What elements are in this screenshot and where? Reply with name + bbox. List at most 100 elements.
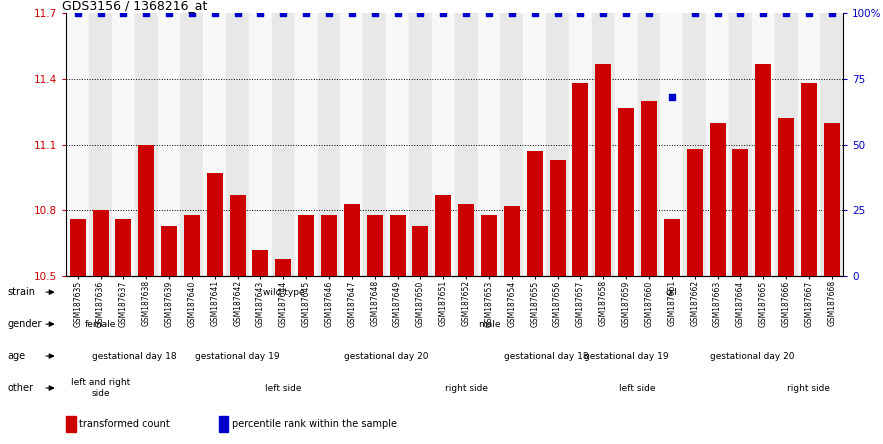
- Bar: [778, 119, 794, 276]
- Text: gestational day 19: gestational day 19: [195, 352, 280, 361]
- Bar: [298, 215, 314, 276]
- Bar: [504, 206, 520, 276]
- Bar: [386, 13, 409, 276]
- Point: [436, 10, 450, 17]
- Bar: [478, 13, 501, 276]
- Text: left side: left side: [619, 384, 656, 392]
- Bar: [801, 83, 817, 276]
- Text: strain: strain: [7, 287, 35, 297]
- Point: [185, 10, 199, 17]
- Bar: [412, 226, 428, 276]
- Bar: [139, 145, 155, 276]
- Point: [711, 10, 725, 17]
- Bar: [710, 123, 726, 276]
- Bar: [275, 259, 291, 276]
- Bar: [569, 13, 592, 276]
- Bar: [572, 83, 588, 276]
- Point: [642, 10, 656, 17]
- Bar: [732, 149, 749, 276]
- Bar: [820, 13, 843, 276]
- Bar: [158, 13, 180, 276]
- Bar: [706, 13, 729, 276]
- Point: [802, 10, 816, 17]
- Bar: [592, 13, 615, 276]
- Point: [459, 10, 473, 17]
- Point: [299, 10, 313, 17]
- Text: orl: orl: [666, 288, 678, 297]
- Point: [162, 10, 176, 17]
- Text: gestational day 18: gestational day 18: [504, 352, 588, 361]
- Point: [756, 10, 770, 17]
- Point: [322, 10, 336, 17]
- Point: [276, 10, 291, 17]
- Text: male: male: [478, 320, 501, 329]
- Bar: [207, 173, 223, 276]
- Point: [550, 10, 564, 17]
- Point: [140, 10, 154, 17]
- Point: [71, 10, 85, 17]
- Text: female: female: [85, 320, 117, 329]
- Text: gestational day 20: gestational day 20: [344, 352, 428, 361]
- Bar: [161, 226, 177, 276]
- Bar: [615, 13, 638, 276]
- Text: left and right
side: left and right side: [71, 378, 130, 398]
- Text: gestational day 19: gestational day 19: [584, 352, 668, 361]
- Text: left side: left side: [265, 384, 302, 392]
- Bar: [116, 219, 132, 276]
- Point: [413, 10, 427, 17]
- Bar: [660, 13, 683, 276]
- Bar: [549, 160, 566, 276]
- Bar: [755, 63, 771, 276]
- Bar: [664, 219, 680, 276]
- Point: [779, 10, 793, 17]
- Point: [94, 10, 108, 17]
- Point: [390, 10, 404, 17]
- Text: wild type: wild type: [262, 288, 304, 297]
- Bar: [249, 13, 272, 276]
- Point: [253, 10, 268, 17]
- Bar: [66, 13, 89, 276]
- Bar: [774, 13, 797, 276]
- Point: [117, 10, 131, 17]
- Bar: [135, 13, 158, 276]
- Point: [573, 10, 587, 17]
- Bar: [218, 416, 229, 432]
- Point: [528, 10, 542, 17]
- Bar: [363, 13, 386, 276]
- Point: [596, 10, 610, 17]
- Text: right side: right side: [445, 384, 487, 392]
- Bar: [230, 195, 245, 276]
- Bar: [226, 13, 249, 276]
- Bar: [89, 13, 112, 276]
- Bar: [481, 215, 497, 276]
- Bar: [343, 204, 360, 276]
- Point: [619, 10, 633, 17]
- Bar: [595, 63, 611, 276]
- Text: age: age: [7, 351, 26, 361]
- Bar: [547, 13, 569, 276]
- Point: [505, 10, 519, 17]
- Bar: [618, 107, 634, 276]
- Bar: [112, 13, 135, 276]
- Text: percentile rank within the sample: percentile rank within the sample: [231, 419, 396, 429]
- Text: gender: gender: [7, 319, 42, 329]
- Bar: [638, 13, 660, 276]
- Bar: [455, 13, 478, 276]
- Bar: [435, 195, 451, 276]
- Point: [482, 10, 496, 17]
- Bar: [389, 215, 405, 276]
- Bar: [641, 101, 657, 276]
- Bar: [524, 13, 547, 276]
- Point: [825, 10, 839, 17]
- Bar: [321, 215, 337, 276]
- Bar: [180, 13, 203, 276]
- Text: right side: right side: [788, 384, 831, 392]
- Bar: [797, 13, 820, 276]
- Text: transformed count: transformed count: [79, 419, 170, 429]
- Bar: [295, 13, 318, 276]
- Point: [665, 94, 679, 101]
- Bar: [409, 13, 432, 276]
- Bar: [527, 151, 543, 276]
- Bar: [432, 13, 455, 276]
- Text: other: other: [7, 383, 34, 393]
